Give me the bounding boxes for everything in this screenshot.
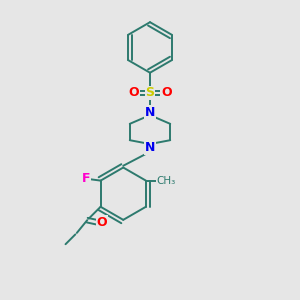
- Text: CH₃: CH₃: [157, 176, 176, 186]
- Text: O: O: [128, 86, 139, 99]
- Text: O: O: [97, 216, 107, 229]
- Text: F: F: [82, 172, 91, 185]
- Text: S: S: [146, 86, 154, 99]
- Text: O: O: [161, 86, 172, 99]
- Text: N: N: [145, 141, 155, 154]
- Text: N: N: [145, 106, 155, 119]
